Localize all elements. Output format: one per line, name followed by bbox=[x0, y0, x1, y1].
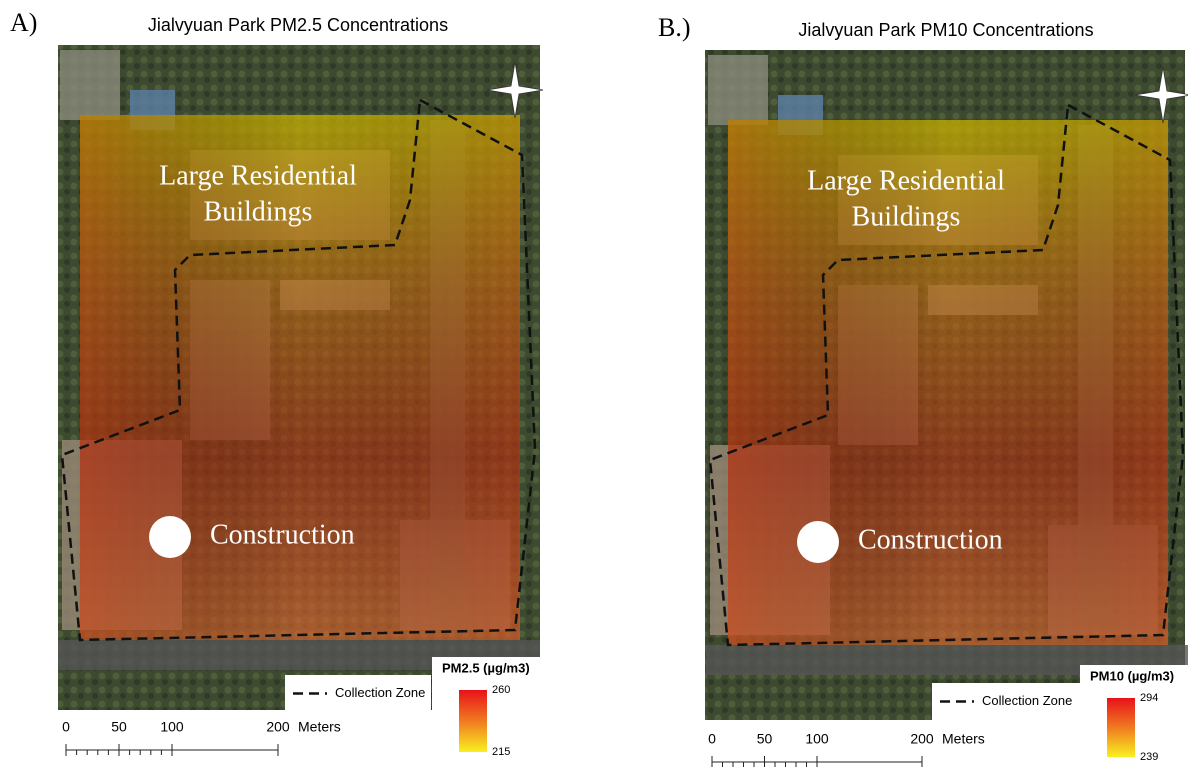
annotation: Buildings bbox=[852, 201, 961, 232]
color-ramp bbox=[1107, 698, 1135, 757]
map-feature bbox=[708, 55, 768, 125]
zone-legend-label: Collection Zone bbox=[982, 693, 1072, 708]
panel-label: A) bbox=[10, 8, 37, 37]
panel: B.) Jialvyuan Park PM10 Concentrations Lar… bbox=[658, 13, 1188, 767]
scale-label: 50 bbox=[757, 731, 773, 747]
annotation: Construction bbox=[858, 524, 1003, 555]
panel-title: Jialvyuan Park PM2.5 Concentrations bbox=[148, 15, 448, 35]
scale-unit: Meters bbox=[942, 731, 985, 747]
construction-marker bbox=[797, 521, 839, 563]
construction-marker bbox=[149, 516, 191, 558]
color-ramp bbox=[459, 690, 487, 752]
legend-max: 294 bbox=[1140, 692, 1158, 704]
scale-label: 100 bbox=[160, 719, 184, 735]
legend-min: 215 bbox=[492, 746, 510, 758]
scale-label: 200 bbox=[910, 731, 934, 747]
legend-title: PM10 (µg/m3) bbox=[1090, 668, 1174, 683]
annotation: Large Residential bbox=[159, 160, 357, 191]
figure: A) Jialvyuan Park PM2.5 Concentrations Lar… bbox=[0, 0, 1188, 767]
panel: A) Jialvyuan Park PM2.5 Concentrations Lar… bbox=[10, 8, 543, 762]
scale-label: 50 bbox=[111, 719, 127, 735]
scale-label: 0 bbox=[62, 719, 70, 735]
annotation: Large Residential bbox=[807, 165, 1005, 196]
panel-label: B.) bbox=[658, 13, 691, 42]
scale-unit: Meters bbox=[298, 719, 341, 735]
annotation: Construction bbox=[210, 519, 355, 550]
map: Large Residential Buildings Construction bbox=[58, 45, 543, 710]
zone-legend-label: Collection Zone bbox=[335, 685, 425, 700]
legend-max: 260 bbox=[492, 684, 510, 696]
scale-label: 100 bbox=[805, 731, 829, 747]
legend-title: PM2.5 (µg/m3) bbox=[442, 660, 530, 675]
scale-label: 0 bbox=[708, 731, 716, 747]
heat-overlay-side bbox=[728, 120, 1168, 645]
map: Large Residential Buildings Construction bbox=[705, 50, 1188, 720]
map-feature bbox=[60, 50, 120, 120]
annotation: Buildings bbox=[204, 196, 313, 227]
legend-min: 239 bbox=[1140, 751, 1158, 763]
heat-overlay-side bbox=[80, 115, 520, 640]
scale-label: 200 bbox=[266, 719, 290, 735]
panel-title: Jialvyuan Park PM10 Concentrations bbox=[798, 20, 1093, 40]
